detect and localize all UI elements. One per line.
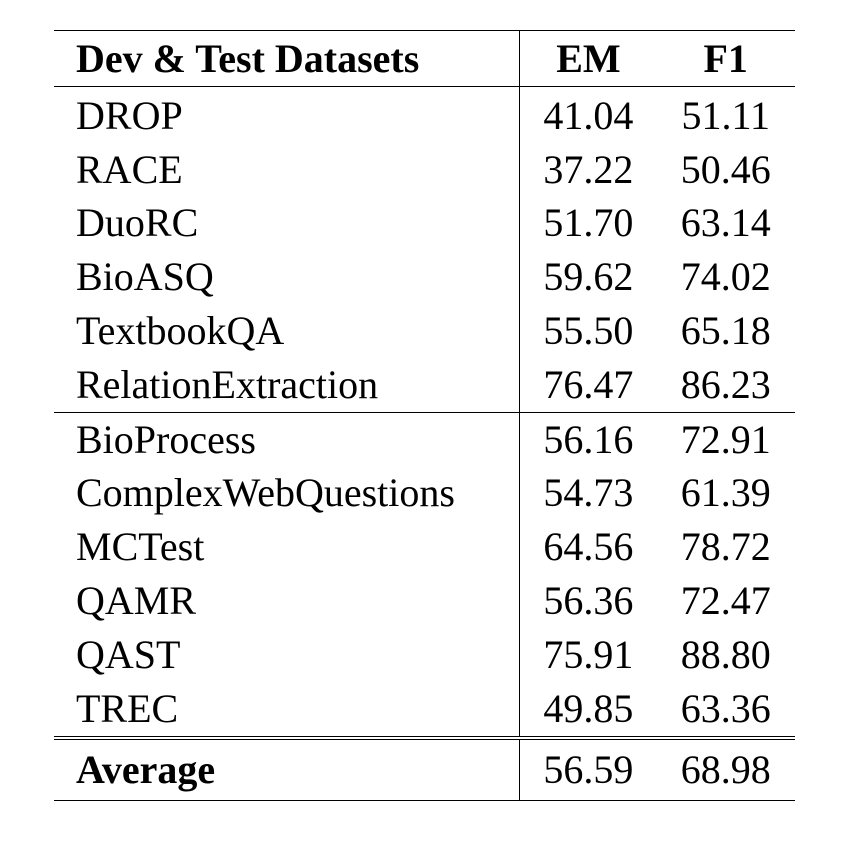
table-row: RACE 37.22 50.46 — [54, 142, 795, 197]
header-f1: F1 — [656, 30, 795, 87]
f1-value: 51.11 — [681, 92, 770, 138]
f1-value: 74.02 — [680, 254, 771, 300]
dataset-name: RelationExtraction — [54, 357, 521, 413]
dataset-name: MCTest — [54, 520, 521, 575]
f1-value: 65.18 — [680, 308, 771, 354]
dataset-name: QAMR — [54, 574, 521, 628]
results-table-container: Dev & Test Datasets EM F1 DROP 41.04 51.… — [54, 30, 795, 801]
f1-value: 63.14 — [680, 200, 771, 246]
f1-value: 72.47 — [680, 578, 771, 624]
dataset-name: DROP — [54, 86, 521, 143]
f1-value: 50.46 — [680, 146, 771, 192]
em-value: 55.50 — [543, 308, 634, 354]
table-row: MCTest 64.56 78.72 — [54, 520, 795, 575]
table-row: ComplexWebQuestions 54.73 61.39 — [54, 466, 795, 521]
em-value: 51.70 — [543, 200, 634, 246]
table-row: RelationExtraction 76.47 86.23 — [54, 357, 795, 413]
f1-value: 88.80 — [680, 631, 771, 677]
dataset-name: DuoRC — [54, 196, 521, 251]
table-row: QAMR 56.36 72.47 — [54, 574, 795, 628]
em-value: 56.16 — [519, 411, 657, 467]
average-row: Average 56.59 68.98 — [54, 735, 795, 801]
dataset-name: RACE — [54, 142, 521, 197]
dataset-name: QAST — [54, 627, 521, 682]
f1-value: 72.91 — [656, 411, 795, 467]
em-value: 54.73 — [543, 470, 634, 516]
em-value: 56.36 — [543, 578, 634, 624]
table-row: QAST 75.91 88.80 — [54, 627, 795, 682]
average-f1-value: 68.98 — [656, 735, 795, 801]
em-value: 41.04 — [543, 92, 634, 138]
dataset-name: BioProcess — [54, 411, 521, 467]
header-dataset: Dev & Test Datasets — [54, 30, 521, 87]
header-row: Dev & Test Datasets EM F1 — [54, 30, 795, 87]
table-row: TREC 49.85 63.36 — [54, 681, 795, 738]
dataset-name: TREC — [54, 681, 521, 738]
header-em: EM — [519, 30, 657, 87]
average-label: Average — [54, 735, 521, 801]
table-row: DROP 41.04 51.11 — [54, 86, 795, 143]
em-value: 76.47 — [543, 361, 634, 407]
results-table: Dev & Test Datasets EM F1 DROP 41.04 51.… — [54, 30, 795, 801]
table-row: TextbookQA 55.50 65.18 — [54, 304, 795, 358]
f1-value: 61.39 — [680, 470, 771, 516]
dataset-name: BioASQ — [54, 250, 521, 305]
f1-value: 86.23 — [680, 361, 771, 407]
em-value: 75.91 — [543, 631, 634, 677]
average-em-value: 56.59 — [519, 735, 657, 801]
table-row: BioProcess 56.16 72.91 — [54, 411, 795, 467]
em-value: 59.62 — [543, 254, 634, 300]
em-value: 49.85 — [543, 685, 634, 731]
dataset-name: TextbookQA — [54, 304, 521, 358]
f1-value: 63.36 — [680, 685, 771, 731]
table-row: DuoRC 51.70 63.14 — [54, 196, 795, 251]
dataset-name: ComplexWebQuestions — [54, 466, 521, 521]
f1-value: 78.72 — [680, 524, 771, 570]
em-value: 37.22 — [543, 146, 634, 192]
em-value: 64.56 — [543, 524, 634, 570]
table-row: BioASQ 59.62 74.02 — [54, 250, 795, 305]
